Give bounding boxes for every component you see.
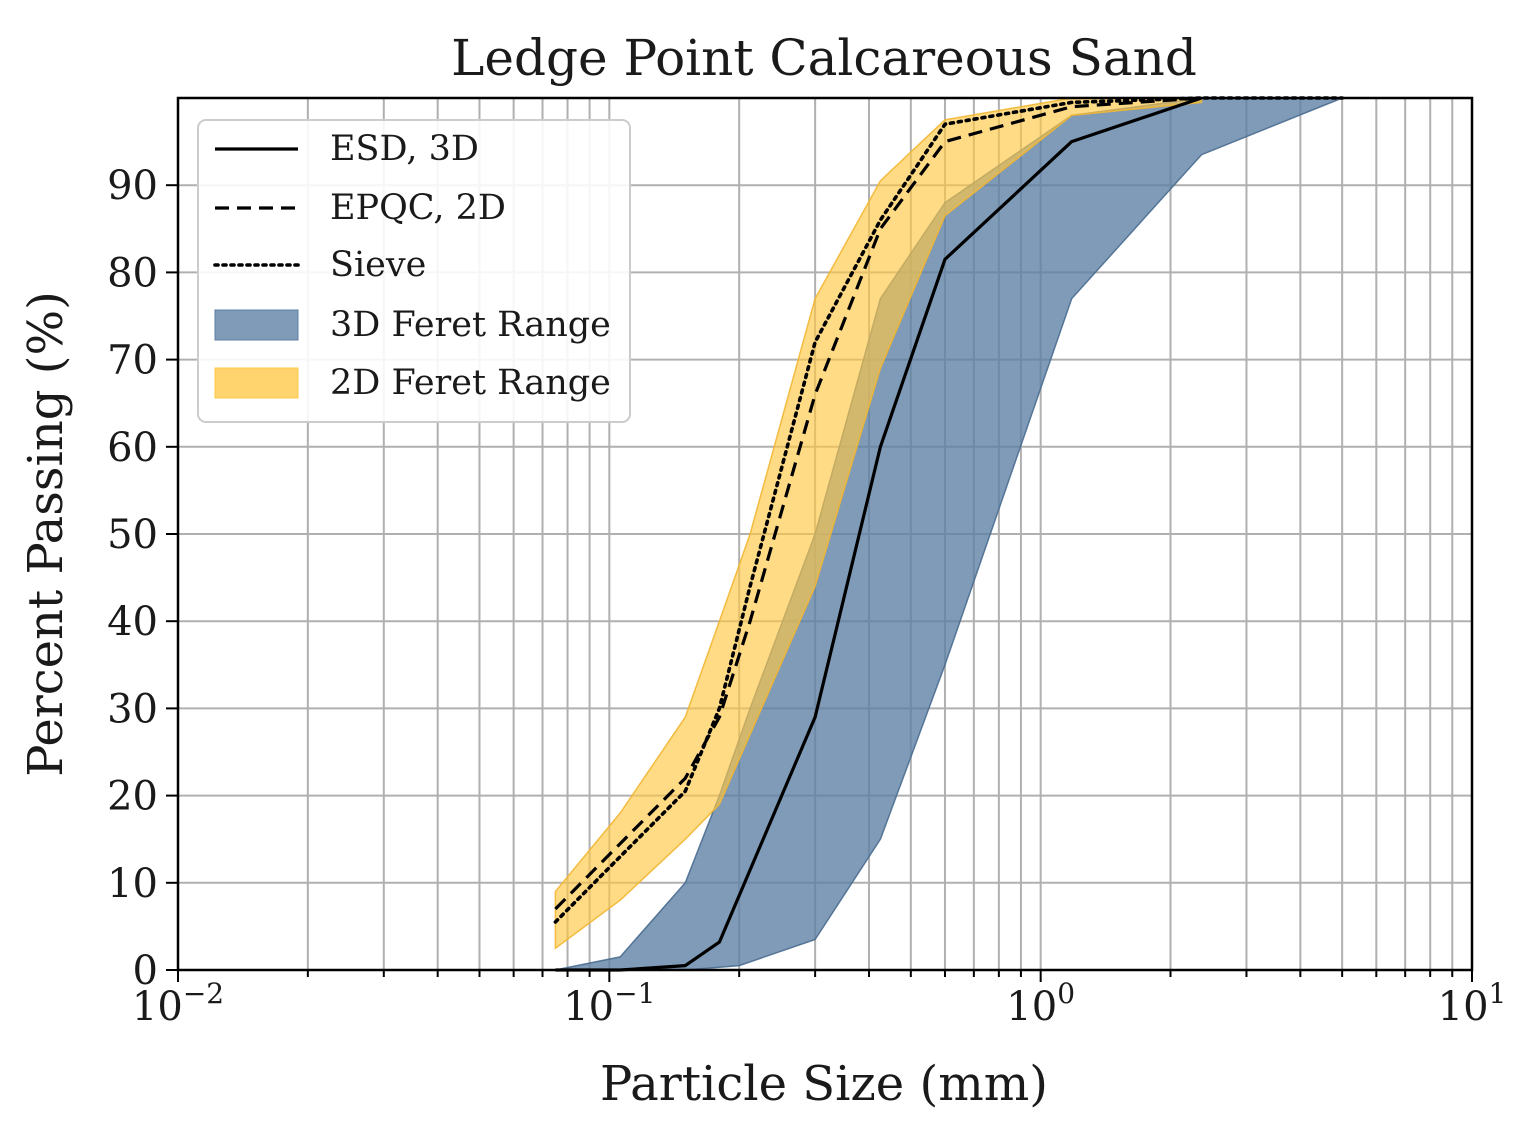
x-tick-base: 10 — [1006, 984, 1057, 1030]
x-axis-ticks: 10−2 10−1 100 101 — [132, 970, 1506, 1030]
y-axis-label: Percent Passing (%) — [18, 291, 74, 777]
series-sieve — [553, 96, 1344, 924]
y-tick-label: 80 — [107, 250, 158, 296]
series-epqc-2d — [554, 96, 1202, 911]
legend: ESD, 3D EPQC, 2D Sieve 3D Feret Range 2D Fer… — [197, 119, 631, 423]
x-tick-base: 10 — [1438, 984, 1489, 1030]
y-tick-label: 30 — [107, 686, 158, 732]
band-2d-feret-range — [554, 97, 1203, 950]
x-tick-base: 10 — [563, 984, 614, 1030]
y-tick-label: 0 — [133, 948, 158, 994]
x-axis-label: Particle Size (mm) — [600, 1056, 1048, 1112]
y-tick-label: 10 — [107, 861, 158, 907]
x-tick-exponent: −1 — [614, 977, 655, 1010]
legend-label-epqc-2d: EPQC, 2D — [330, 188, 506, 228]
x-tick-exponent: 1 — [1489, 977, 1507, 1010]
legend-label-2d-feret-range: 2D Feret Range — [330, 363, 611, 403]
legend-box — [197, 119, 631, 423]
x-tick-label: 101 — [1438, 977, 1507, 1030]
data-lines — [553, 96, 1344, 972]
legend-swatch-2d-feret-range — [214, 367, 299, 399]
y-tick-label: 40 — [107, 599, 158, 645]
y-tick-label: 60 — [107, 425, 158, 471]
y-tick-label: 70 — [107, 338, 158, 384]
legend-label-esd-3d: ESD, 3D — [330, 129, 479, 169]
x-tick-label: 10−1 — [563, 977, 655, 1030]
y-axis-ticks: 0 10 20 30 40 50 60 70 80 90 — [107, 163, 178, 994]
x-tick-label: 10−2 — [132, 977, 224, 1030]
legend-swatch-3d-feret-range — [214, 309, 299, 341]
y-tick-label: 50 — [107, 512, 158, 558]
chart-title: Ledge Point Calcareous Sand — [451, 29, 1197, 87]
legend-label-sieve: Sieve — [330, 245, 426, 285]
x-tick-label: 100 — [1006, 977, 1075, 1030]
series-esd-3d — [555, 96, 1203, 972]
x-tick-exponent: 0 — [1057, 977, 1075, 1010]
x-tick-base: 10 — [132, 984, 183, 1030]
legend-label-3d-feret-range: 3D Feret Range — [330, 305, 611, 345]
y-tick-label: 90 — [107, 163, 158, 209]
x-tick-exponent: −2 — [183, 977, 224, 1010]
y-tick-label: 20 — [107, 774, 158, 820]
